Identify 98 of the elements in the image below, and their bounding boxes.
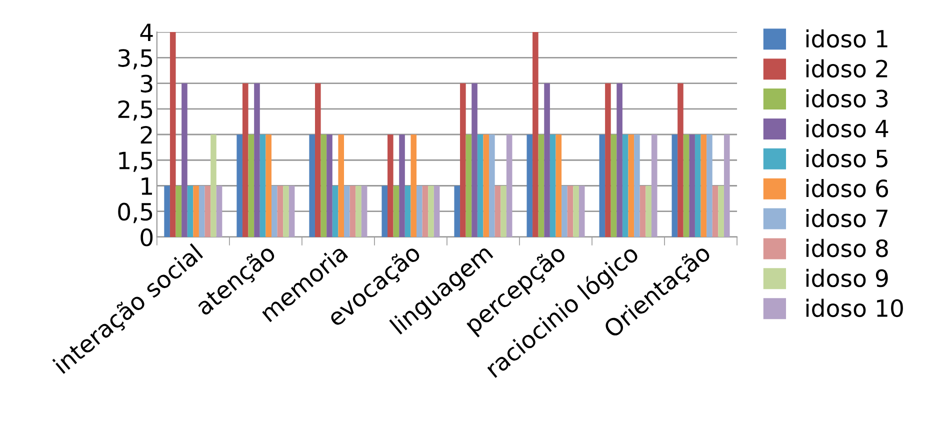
legend-label: idoso 1 [806, 29, 888, 48]
bar [477, 134, 484, 237]
bar [628, 134, 634, 237]
bar [314, 83, 321, 237]
bar [616, 83, 622, 237]
legend-label: idoso 6 [806, 179, 888, 198]
bar [428, 186, 434, 237]
legend-label: idoso 8 [806, 238, 888, 258]
bar [393, 186, 400, 237]
bar [422, 186, 428, 237]
bar [605, 83, 611, 237]
bar [646, 186, 652, 237]
bar [260, 134, 266, 237]
bar [556, 134, 562, 237]
bar [248, 134, 254, 237]
bar [672, 134, 678, 237]
bar [526, 134, 533, 237]
bar [550, 134, 556, 237]
bar [532, 32, 538, 237]
bar [651, 134, 658, 237]
bar [164, 186, 170, 237]
legend-label: idoso 5 [806, 149, 888, 168]
bar [678, 83, 684, 237]
bar [460, 83, 466, 237]
legend-label: idoso 9 [806, 268, 888, 288]
y-tick-label: 1,5 [119, 152, 152, 172]
bar [712, 186, 718, 237]
bar [361, 186, 368, 237]
bar [198, 186, 205, 237]
y-tick-label: 3,5 [118, 49, 152, 70]
bar [382, 186, 388, 237]
legend-label: idoso 7 [806, 208, 888, 228]
bar [694, 134, 701, 237]
y-tick-label: 3 [140, 74, 152, 93]
bar [187, 186, 194, 237]
y-tick-label: 2 [140, 126, 152, 144]
bar [416, 186, 422, 237]
y-tick-label: 0,5 [118, 202, 152, 224]
bar [283, 186, 289, 237]
bar [320, 134, 327, 237]
bar [483, 134, 490, 237]
bar [466, 134, 472, 237]
bar [700, 134, 707, 237]
bar [689, 134, 695, 237]
bar [271, 186, 278, 237]
bar [210, 134, 216, 237]
bar [610, 134, 617, 237]
bar [544, 83, 550, 237]
bar [350, 186, 356, 237]
bar [489, 134, 495, 237]
bar [562, 186, 568, 237]
bar [434, 186, 440, 237]
bar [454, 186, 460, 237]
bar [494, 186, 501, 237]
y-tick-label: 4 [140, 24, 153, 41]
legend-label: idoso 4 [806, 119, 888, 138]
bar [193, 186, 199, 237]
bar [182, 83, 188, 237]
bar [288, 186, 295, 237]
bar [573, 186, 579, 237]
legend-label: idoso 3 [806, 89, 888, 108]
bar [404, 186, 411, 237]
bar [634, 134, 640, 237]
bar [204, 186, 211, 237]
bar [640, 186, 646, 237]
bar [388, 134, 394, 237]
bar [309, 134, 315, 237]
bar [472, 83, 478, 237]
bar [216, 186, 222, 237]
bar [254, 83, 260, 237]
bar [399, 134, 405, 237]
bar [724, 134, 730, 237]
bar [176, 186, 182, 237]
bar [578, 186, 585, 237]
bar [410, 134, 417, 237]
y-tick-label: 2,5 [118, 100, 152, 121]
legend-label: idoso 10 [806, 298, 903, 318]
bar [236, 134, 242, 237]
bar [567, 186, 574, 237]
bar [326, 134, 332, 237]
bar [266, 134, 272, 237]
bar [332, 186, 338, 237]
y-tick-label: 1 [142, 178, 152, 195]
bar [538, 134, 544, 237]
bar [622, 134, 628, 237]
bar [242, 83, 248, 237]
legend-label: idoso 2 [806, 59, 888, 78]
bar [599, 134, 606, 237]
bar [706, 134, 712, 237]
bar [277, 186, 284, 237]
bar [500, 186, 506, 237]
bar [338, 134, 344, 237]
bar [718, 186, 724, 237]
bar [344, 186, 350, 237]
bar [683, 134, 690, 237]
bar [356, 186, 362, 237]
bar [506, 134, 512, 237]
bar [170, 32, 176, 237]
